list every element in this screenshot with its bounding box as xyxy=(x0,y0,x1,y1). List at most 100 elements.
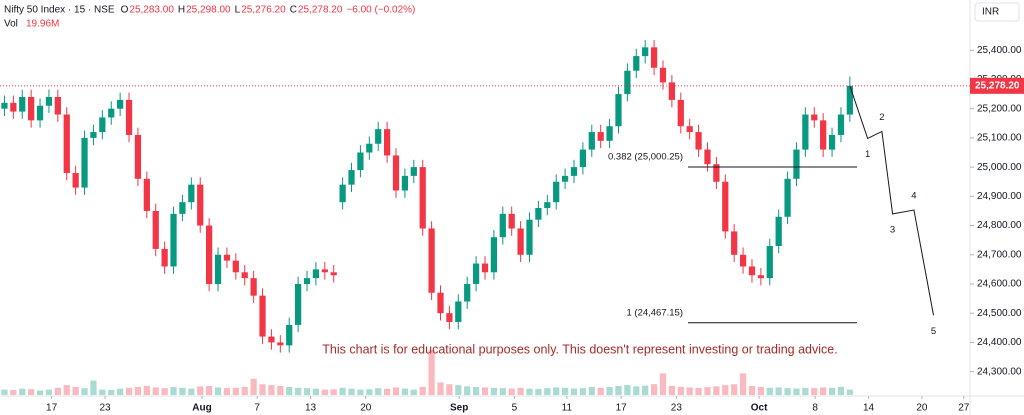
candle-body xyxy=(188,184,195,203)
volume-bar xyxy=(339,387,346,395)
volume-bar xyxy=(437,382,444,395)
volume-bar xyxy=(134,386,142,395)
x-tick-label: 14 xyxy=(863,403,875,414)
candle-body xyxy=(481,263,489,273)
wave-label: 4 xyxy=(911,191,916,202)
candle-body xyxy=(802,114,809,150)
legend-value: 25,278.20 xyxy=(298,5,343,16)
volume-bar xyxy=(286,386,293,395)
candle-body xyxy=(375,129,382,144)
candle-body xyxy=(722,181,729,232)
candle-body xyxy=(348,170,355,185)
candle-body xyxy=(588,132,595,150)
candle-body xyxy=(508,213,515,229)
candle-body xyxy=(428,228,435,293)
candle-body xyxy=(624,70,631,95)
candle-body xyxy=(570,167,578,176)
volume-bar xyxy=(295,387,302,395)
candle-body xyxy=(90,132,97,138)
volume-key: Vol xyxy=(4,19,18,30)
volume-bar xyxy=(312,388,320,395)
volume-bar xyxy=(197,386,204,395)
x-tick-label: Oct xyxy=(751,403,768,414)
x-tick-label: 13 xyxy=(305,403,317,414)
volume-bar xyxy=(170,386,177,395)
candle-body xyxy=(410,167,417,176)
volume-bar xyxy=(81,388,88,395)
candle-body xyxy=(677,99,684,127)
volume-bar xyxy=(357,389,364,395)
y-tick-label: 24,600.00 xyxy=(977,279,1022,290)
candle-body xyxy=(259,295,266,337)
candle-body xyxy=(713,164,720,182)
legend-key: O xyxy=(121,5,129,16)
volume-bar xyxy=(366,389,373,395)
candle-body xyxy=(170,213,177,267)
volume-bar xyxy=(526,388,533,395)
legend-key: C xyxy=(290,5,297,16)
candle-body xyxy=(650,47,658,68)
legend-change: −6.00 (−0.02%) xyxy=(346,5,415,16)
volume-bar xyxy=(668,386,675,395)
volume-bar xyxy=(428,350,435,395)
candle-body xyxy=(704,149,711,165)
candle-body xyxy=(748,266,756,276)
volume-bar xyxy=(10,389,17,395)
candle-body xyxy=(10,102,17,112)
candle-body xyxy=(312,269,320,279)
volume-bar xyxy=(686,387,693,395)
volume-bar xyxy=(63,385,70,395)
volume-bar xyxy=(125,387,133,395)
volume-bar xyxy=(232,387,239,395)
volume-bar xyxy=(499,388,506,395)
volume-bar xyxy=(223,388,231,395)
candle-body xyxy=(36,105,44,121)
wave-label: 5 xyxy=(931,326,936,337)
x-tick-label: 11 xyxy=(562,403,573,414)
candle-body xyxy=(499,213,506,238)
candle-body xyxy=(837,114,845,135)
candle-body xyxy=(232,260,239,273)
last-price-box xyxy=(970,77,1024,94)
candle-body xyxy=(392,155,400,191)
candle-body xyxy=(615,94,622,127)
x-tick-label: 27 xyxy=(958,403,970,414)
volume-bar xyxy=(633,386,640,395)
volume-bar xyxy=(348,388,355,395)
volume-bar xyxy=(535,388,542,395)
volume-bar xyxy=(793,388,800,395)
candle-body xyxy=(739,254,747,267)
candle-body xyxy=(286,324,293,346)
candle-body xyxy=(446,313,453,322)
volume-bar xyxy=(250,378,257,395)
candle-body xyxy=(828,134,836,150)
candle-body xyxy=(517,228,524,255)
candle-body xyxy=(330,272,337,276)
candle-body xyxy=(668,82,675,100)
volume-bar xyxy=(828,387,836,395)
volume-bar xyxy=(588,386,595,395)
currency-label[interactable]: INR xyxy=(982,7,999,18)
candle-body xyxy=(277,342,284,346)
symbol-title: Nifty 50 Index · 15 · NSE xyxy=(4,5,115,16)
candle-body xyxy=(472,263,480,284)
candle-body xyxy=(108,108,115,118)
y-tick-label: 24,500.00 xyxy=(977,308,1022,319)
candle-body xyxy=(757,275,764,279)
volume-bar xyxy=(268,385,275,395)
volume-bar xyxy=(152,387,159,395)
volume-bar xyxy=(517,387,524,395)
volume-bar xyxy=(72,386,79,395)
x-tick-label: 20 xyxy=(916,403,928,414)
candle-body xyxy=(152,210,159,249)
volume-bar xyxy=(321,389,328,395)
volume-bar xyxy=(188,388,195,395)
volume-bar xyxy=(383,388,391,395)
volume-bar xyxy=(820,387,827,395)
volume-bar xyxy=(117,388,124,395)
volume-bar xyxy=(766,387,773,395)
volume-bar xyxy=(214,387,222,395)
x-tick-label: Sep xyxy=(450,403,468,414)
currency-button[interactable] xyxy=(974,2,1020,22)
